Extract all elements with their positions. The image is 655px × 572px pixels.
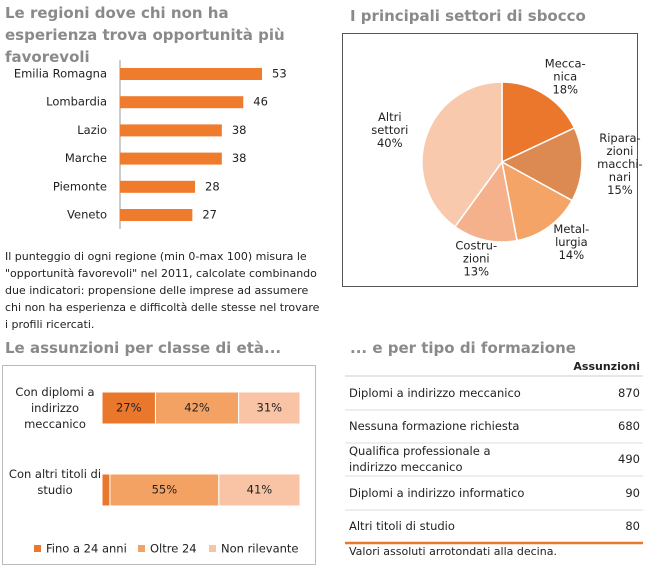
chart-title: I principali settori di sbocco <box>350 7 586 25</box>
bar-segment <box>238 391 301 425</box>
slice-value: 14% <box>559 248 585 262</box>
slice-label: Mecca- <box>545 57 586 71</box>
legend-label: Oltre 24 <box>150 542 197 556</box>
table-value: 490 <box>618 452 640 466</box>
pie-slice <box>500 160 574 242</box>
table-header: Assunzioni <box>573 360 640 373</box>
bar <box>120 124 222 137</box>
slice-label: Altri <box>378 110 402 124</box>
slice-value: 13% <box>463 265 489 279</box>
category-label: Emilia Romagna <box>14 67 107 81</box>
chart-title: Le assunzioni per classe di età... <box>5 339 282 357</box>
slice-label: zioni <box>463 252 490 266</box>
value-label: 41% <box>247 483 273 497</box>
table-cell: Diplomi a indirizzo informatico <box>349 486 525 500</box>
slice-label: zioni <box>607 144 634 158</box>
slice-value: 40% <box>377 136 403 150</box>
slice-label: macchi- <box>597 157 643 171</box>
slice-label: nica <box>553 70 577 84</box>
table-cell: Nessuna formazione richiesta <box>349 419 520 433</box>
note: Il punteggio di ogni regione (min 0-max … <box>5 250 320 331</box>
bar-frame <box>2 365 316 565</box>
bar-segment <box>218 473 301 507</box>
pie-slice <box>500 126 583 202</box>
table-value: 90 <box>625 486 640 500</box>
pie-slice <box>501 81 576 164</box>
value-label: 55% <box>152 483 178 497</box>
value-label: 46 <box>253 95 268 109</box>
slice-label: Metal- <box>553 222 589 236</box>
table-cell: Diplomi a indirizzo meccanico <box>349 386 521 400</box>
category-label: Veneto <box>67 208 107 222</box>
category-label: Con altri titoli di studio <box>8 467 102 497</box>
bar <box>120 68 263 80</box>
table-cell: Qualifica professionale a indirizzo mecc… <box>349 444 491 474</box>
legend-swatch <box>138 545 145 552</box>
slice-label: settori <box>371 123 408 137</box>
value-label: 27 <box>202 208 217 222</box>
bar-segment <box>101 473 111 507</box>
table-title: ... e per tipo di formazione <box>350 339 576 357</box>
pie-slice <box>453 160 518 243</box>
bar <box>120 180 196 193</box>
category-label: Con diplomi a indirizzo meccanico <box>15 385 95 431</box>
table-cell: Altri titoli di studio <box>349 519 455 533</box>
value-label: 53 <box>272 67 287 81</box>
value-label: 28 <box>205 179 220 193</box>
slice-label: Ripara- <box>599 131 640 145</box>
value-label: 38 <box>232 151 247 165</box>
slice-label: Costru- <box>455 239 497 253</box>
bar <box>120 152 222 165</box>
value-label: 31% <box>257 401 283 415</box>
table-value: 80 <box>625 519 640 533</box>
pie-slice <box>421 81 503 228</box>
bar <box>120 209 193 221</box>
footnote: Valori assoluti arrotondati alla decina. <box>349 545 557 558</box>
legend-swatch <box>34 545 41 552</box>
pie-frame <box>342 33 638 287</box>
category-label: Marche <box>65 151 107 165</box>
value-label: 42% <box>184 401 210 415</box>
legend-label: Non rilevante <box>221 542 299 556</box>
slice-value: 18% <box>552 83 578 97</box>
category-label: Lazio <box>77 123 107 137</box>
bar-segment <box>154 391 240 425</box>
category-label: Piemonte <box>53 179 107 193</box>
bar <box>120 96 244 109</box>
slice-label: lurgia <box>555 235 588 249</box>
value-label: 27% <box>116 401 142 415</box>
chart-title: Le regioni dove chi non ha esperienza tr… <box>5 4 285 66</box>
bar-segment <box>109 473 220 507</box>
category-label: Lombardia <box>46 95 107 109</box>
table-value: 870 <box>618 386 640 400</box>
table-value: 680 <box>618 419 640 433</box>
legend-label: Fino a 24 anni <box>46 542 127 556</box>
slice-label: nari <box>609 170 631 184</box>
value-label: 38 <box>232 123 247 137</box>
slice-value: 15% <box>607 183 633 197</box>
legend-swatch <box>209 545 216 552</box>
